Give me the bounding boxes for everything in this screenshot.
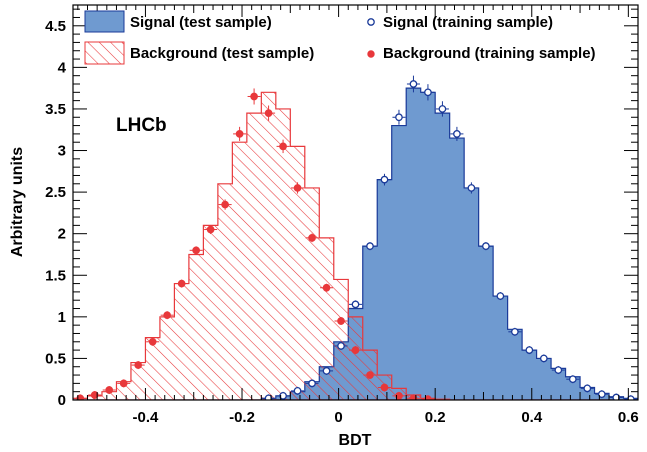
lhcb-label: LHCb: [116, 115, 167, 136]
signal-test-histogram: [73, 87, 638, 400]
legend-label-background-training: Background (training sample): [383, 45, 596, 62]
background-training-point: [117, 379, 131, 388]
signal-training-point: [493, 292, 507, 301]
background-training-point: [204, 225, 218, 235]
y-tick-label: 2: [58, 226, 66, 243]
legend-swatch-background-test: [84, 41, 125, 65]
background-training-point: [276, 139, 290, 154]
signal-training-point: [276, 391, 290, 400]
background-training-point: [233, 126, 247, 141]
background-training-point: [421, 395, 435, 400]
background-training-point: [320, 283, 334, 292]
legend-marker-signal-training: [367, 18, 375, 26]
background-training-point: [218, 199, 232, 210]
signal-training-point: [320, 366, 334, 375]
y-tick-label: 4: [58, 59, 67, 76]
background-training-point: [262, 105, 276, 121]
signal-training-point: [392, 109, 406, 125]
signal-training-point: [522, 346, 536, 355]
x-tick-label: -0.4: [133, 409, 160, 426]
signal-training-point: [595, 390, 609, 399]
signal-training-point: [450, 126, 464, 141]
signal-training-point: [624, 395, 638, 400]
legend: Signal (test sample) Signal (training sa…: [84, 10, 596, 65]
signal-training-point: [334, 341, 348, 350]
signal-training-point: [363, 242, 377, 251]
signal-training-point: [551, 366, 565, 375]
signal-training-point: [421, 84, 435, 101]
signal-training-point: [305, 379, 319, 388]
signal-training-point: [609, 393, 623, 400]
background-training-point: [146, 337, 160, 346]
background-training-point: [377, 383, 391, 392]
x-tick-label: 0.6: [618, 409, 639, 426]
background-training-point: [392, 391, 406, 400]
background-training-point: [175, 279, 189, 288]
background-training-point: [73, 394, 87, 400]
legend-label-signal-test: Signal (test sample): [130, 14, 272, 31]
background-training-point: [406, 394, 420, 400]
background-training-point: [291, 182, 305, 194]
signal-training-point: [406, 75, 420, 93]
background-training-point: [189, 246, 203, 255]
signal-training-point: [537, 354, 551, 363]
background-training-point: [334, 317, 348, 325]
background-training-point: [102, 386, 116, 395]
background-training-point: [88, 391, 102, 400]
legend-label-background-test: Background (test sample): [130, 45, 314, 62]
signal-training-point: [435, 101, 449, 117]
signal-training-point: [464, 182, 478, 194]
x-tick-label: -0.2: [229, 409, 255, 426]
y-tick-label: 4.5: [45, 18, 66, 35]
signal-training-point: [508, 327, 522, 336]
y-tick-label: 3.5: [45, 101, 66, 118]
x-tick-label: 0.4: [521, 409, 543, 426]
background-training-point: [348, 346, 363, 355]
x-tick-label: 0.2: [425, 409, 446, 426]
y-tick-label: 1: [58, 309, 66, 326]
y-tick-label: 0: [58, 392, 66, 409]
background-test-histogram: [73, 91, 638, 400]
y-tick-label: 3: [58, 143, 66, 160]
legend-label-signal-training: Signal (training sample): [383, 14, 553, 31]
y-tick-label: 1.5: [45, 267, 66, 284]
signal-training-point: [479, 242, 493, 251]
y-tick-label: 0.5: [45, 350, 66, 367]
background-training-point: [305, 233, 319, 243]
signal-training-point: [580, 384, 594, 393]
background-training-point: [160, 311, 174, 320]
background-training-point: [363, 371, 377, 380]
plot-frame: [72, 4, 639, 401]
legend-swatch-signal-test: [84, 10, 125, 33]
signal-training-point: [566, 375, 580, 384]
x-tick-label: 0: [334, 409, 342, 426]
background-training-point: [131, 361, 145, 370]
background-training-point: [247, 88, 261, 105]
signal-training-point: [348, 300, 363, 309]
signal-training-point: [262, 394, 276, 400]
y-tick-label: 2.5: [45, 184, 66, 201]
signal-training-point: [377, 173, 391, 186]
signal-training-point: [291, 386, 305, 395]
x-axis-title: BDT: [339, 432, 372, 449]
legend-marker-background-training: [367, 50, 375, 58]
y-axis-title: Arbitrary units: [9, 147, 26, 257]
